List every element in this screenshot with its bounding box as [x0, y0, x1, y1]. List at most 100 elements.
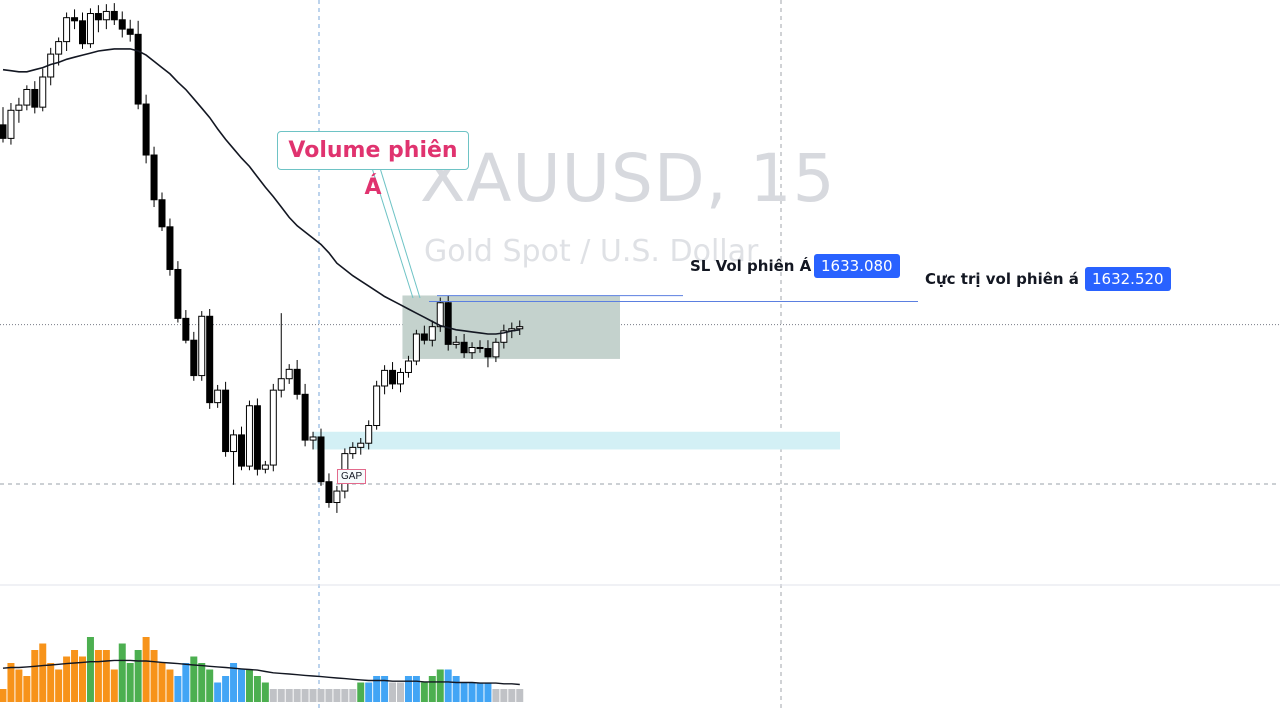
volume-bar: [500, 689, 508, 702]
candle: [373, 380, 381, 430]
volume-bar: [238, 669, 245, 702]
candle: [484, 340, 492, 368]
volume-bar: [428, 676, 436, 702]
candle: [166, 218, 174, 276]
candle-body: [404, 360, 412, 373]
candle-body: [468, 346, 476, 354]
candle: [444, 295, 452, 351]
volume-bar: [365, 682, 373, 702]
volume-bar: [190, 656, 198, 702]
candle-body: [182, 317, 190, 341]
candle: [23, 85, 31, 111]
candle: [190, 331, 198, 381]
candle-body: [389, 369, 397, 385]
candle: [118, 11, 126, 38]
candle: [404, 355, 412, 378]
volume-bar: [444, 669, 452, 702]
candle: [7, 103, 15, 145]
candle-body: [190, 339, 198, 377]
candle-body: [222, 389, 230, 453]
candle: [468, 342, 476, 359]
candle-body: [206, 315, 214, 404]
volume-bar: [118, 643, 126, 702]
candle: [198, 311, 206, 381]
volume-bar: [468, 682, 476, 702]
candle: [174, 261, 182, 323]
volume-session-callout[interactable]: Volume phiên Á: [277, 131, 469, 200]
volume-bar: [436, 669, 444, 702]
volume-bar: [277, 689, 285, 702]
candle: [15, 97, 23, 123]
candle-body: [428, 326, 436, 341]
candle: [214, 384, 222, 408]
candle-body: [365, 425, 373, 444]
candle-body: [31, 88, 39, 108]
moving-average-line: [2, 48, 520, 335]
extreme-vol-price-tag[interactable]: 1632.520: [1085, 267, 1171, 291]
volume-bar: [182, 663, 190, 702]
candle: [94, 5, 102, 33]
volume-bar: [55, 669, 63, 702]
candle: [285, 364, 293, 384]
candle-body: [277, 378, 285, 391]
candle: [134, 20, 142, 110]
candle-body: [349, 446, 357, 455]
candle: [222, 381, 230, 457]
candle-body: [102, 10, 110, 21]
candle-body: [500, 330, 508, 343]
candle: [238, 426, 245, 471]
volume-bar: [206, 669, 214, 702]
candle: [357, 438, 365, 455]
candle-body: [7, 109, 15, 139]
callout-pointer: [379, 167, 421, 299]
volume-bar: [142, 637, 150, 702]
candle-body: [134, 33, 142, 105]
volume-bar: [357, 682, 365, 702]
candle: [492, 338, 500, 363]
volume-bar: [317, 689, 325, 702]
candle: [381, 365, 389, 395]
candle: [0, 107, 7, 143]
candle: [460, 333, 468, 358]
volume-bar: [253, 676, 261, 702]
volume-bar: [373, 676, 381, 702]
candle-body: [460, 341, 468, 354]
volume-bar: [71, 650, 79, 702]
volume-bar: [150, 650, 158, 702]
candle: [428, 320, 436, 347]
volume-bar: [333, 689, 341, 702]
candle: [245, 400, 253, 471]
candle-body: [261, 464, 269, 470]
candle-body: [412, 333, 420, 362]
candle-body: [476, 346, 484, 350]
volume-bar: [63, 656, 71, 702]
candle-body: [357, 442, 365, 448]
candle: [317, 428, 325, 486]
sl-vol-price-tag[interactable]: 1633.080: [814, 254, 900, 278]
volume-bar: [0, 689, 7, 702]
candle: [182, 310, 190, 344]
volume-bar: [349, 689, 357, 702]
candle: [293, 359, 301, 400]
candle: [365, 420, 373, 450]
candle: [389, 362, 397, 390]
volume-bar: [508, 689, 516, 702]
candle: [397, 368, 404, 393]
candle: [71, 9, 79, 30]
candle-body: [198, 315, 206, 377]
volume-bar: [110, 669, 118, 702]
candle-body: [492, 341, 500, 358]
volume-bar: [39, 643, 47, 702]
candle: [206, 309, 214, 409]
candle: [277, 313, 285, 398]
candle: [412, 329, 420, 366]
candle-body: [309, 436, 317, 441]
candle-body: [23, 88, 31, 106]
candle: [39, 68, 47, 112]
candle-body: [214, 389, 222, 404]
volume-bar: [325, 689, 333, 702]
candle-body: [436, 302, 444, 328]
candle-body: [142, 103, 150, 156]
candle-body: [444, 302, 452, 345]
